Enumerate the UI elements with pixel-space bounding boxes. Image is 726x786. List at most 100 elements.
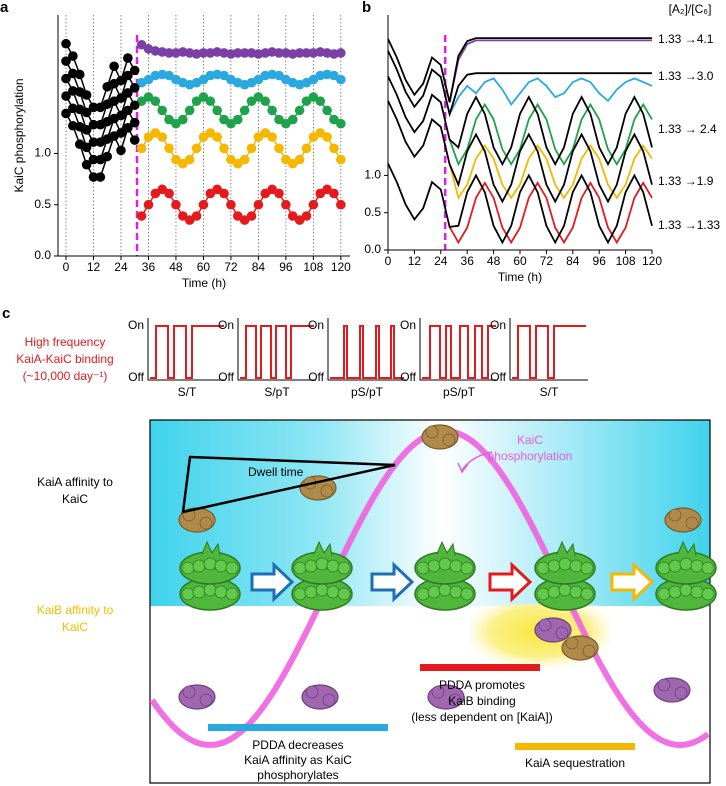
point bbox=[61, 91, 71, 101]
point bbox=[184, 105, 195, 116]
series-line bbox=[448, 39, 652, 103]
kaic-lobe bbox=[416, 587, 430, 601]
state-label: pS/pT bbox=[443, 385, 476, 399]
note: KaiA sequestration bbox=[525, 756, 625, 770]
point bbox=[212, 105, 222, 116]
point bbox=[88, 154, 99, 165]
kaib-affinity: KaiC bbox=[62, 620, 88, 634]
promote-bar bbox=[420, 664, 540, 671]
point bbox=[109, 113, 119, 124]
phos-label: KaiC bbox=[517, 433, 543, 447]
kaic-lobe bbox=[315, 583, 329, 597]
point bbox=[136, 143, 147, 154]
step-trace bbox=[422, 325, 496, 379]
kaib-lobe bbox=[657, 678, 671, 692]
step-trace bbox=[150, 325, 224, 379]
kaic-lobe bbox=[326, 559, 340, 573]
point bbox=[88, 137, 99, 147]
ratio-label: 1.33 → 2.4 bbox=[658, 122, 717, 136]
kaic-lobe bbox=[214, 585, 228, 599]
point bbox=[109, 61, 119, 72]
panel-c: c High frequency KaiA-KaiC binding (~10,… bbox=[2, 305, 717, 784]
x-tick-label: 60 bbox=[197, 260, 211, 274]
point bbox=[226, 199, 236, 210]
point bbox=[219, 188, 229, 199]
kaic-lobe bbox=[460, 587, 474, 601]
phos-pointer bbox=[461, 451, 493, 471]
kaic-tip bbox=[436, 540, 456, 557]
y-tick-label: 0.5 bbox=[364, 205, 381, 219]
kaic-tip bbox=[313, 540, 333, 557]
x-tick-label: 48 bbox=[169, 260, 183, 274]
kaia-lobe bbox=[199, 516, 213, 530]
point bbox=[68, 103, 78, 114]
x-tick-label: 12 bbox=[408, 254, 422, 268]
point bbox=[88, 119, 99, 130]
kaic-lobe bbox=[225, 587, 239, 601]
x-axis-label: Time (h) bbox=[498, 270, 542, 284]
point bbox=[61, 38, 71, 49]
kaic-lobe bbox=[657, 587, 671, 601]
point bbox=[129, 83, 140, 93]
x-tick-label: 24 bbox=[434, 254, 448, 268]
step-arrow bbox=[250, 561, 295, 603]
kaic-lobe bbox=[337, 587, 351, 601]
point bbox=[322, 132, 332, 142]
kaic-lobe bbox=[690, 559, 704, 573]
series-line bbox=[387, 75, 653, 167]
point bbox=[232, 48, 243, 58]
kaia bbox=[421, 424, 459, 450]
series-line bbox=[448, 102, 653, 167]
kaib-lobe bbox=[182, 685, 196, 699]
note: KaiB binding bbox=[448, 694, 515, 708]
point bbox=[157, 105, 168, 116]
point bbox=[95, 172, 106, 182]
kaia-lobe bbox=[425, 425, 439, 439]
ratio-label: 1.33 →3.0 bbox=[658, 69, 714, 83]
point bbox=[123, 53, 133, 63]
point bbox=[109, 78, 119, 89]
point bbox=[274, 48, 284, 58]
kaia-lobe bbox=[320, 484, 334, 498]
point bbox=[129, 135, 140, 145]
point bbox=[253, 199, 264, 210]
dwell-label: Dwell time bbox=[248, 465, 304, 479]
binding-title: High frequency bbox=[25, 335, 106, 349]
kaic-lobe bbox=[668, 585, 682, 599]
x-tick-label: 24 bbox=[114, 260, 128, 274]
state-label: S/T bbox=[178, 385, 197, 399]
kaic-lobe bbox=[315, 557, 329, 571]
x-tick-label: 36 bbox=[461, 254, 475, 268]
kaia-lobe bbox=[442, 433, 456, 447]
decrease-bar bbox=[208, 724, 388, 731]
kaic-lobe bbox=[701, 561, 715, 575]
point bbox=[61, 73, 71, 84]
kaic-lobe bbox=[192, 559, 206, 573]
point bbox=[68, 51, 78, 61]
kaia bbox=[561, 635, 599, 661]
point bbox=[246, 143, 257, 154]
point bbox=[88, 102, 99, 113]
kaic-lobe bbox=[558, 583, 572, 597]
kaic-lobe bbox=[449, 585, 463, 599]
kaib-lobe bbox=[555, 626, 569, 640]
step-arrow bbox=[488, 561, 533, 603]
kaic bbox=[179, 540, 241, 611]
kaic bbox=[291, 540, 353, 611]
point bbox=[294, 48, 305, 58]
off-label: Off bbox=[218, 370, 234, 384]
kaic-lobe bbox=[668, 559, 682, 573]
step-trace bbox=[330, 325, 404, 379]
point bbox=[212, 132, 222, 142]
point bbox=[336, 199, 346, 210]
state-label: pS/pT bbox=[351, 385, 384, 399]
kaic-lobe bbox=[181, 587, 195, 601]
point bbox=[301, 48, 312, 58]
point bbox=[88, 172, 99, 182]
kaic-lobe bbox=[304, 559, 318, 573]
point bbox=[294, 105, 305, 116]
point bbox=[61, 108, 71, 119]
kaic-lobe bbox=[203, 583, 217, 597]
kaic-lobe bbox=[203, 557, 217, 571]
step-axis bbox=[237, 318, 316, 381]
